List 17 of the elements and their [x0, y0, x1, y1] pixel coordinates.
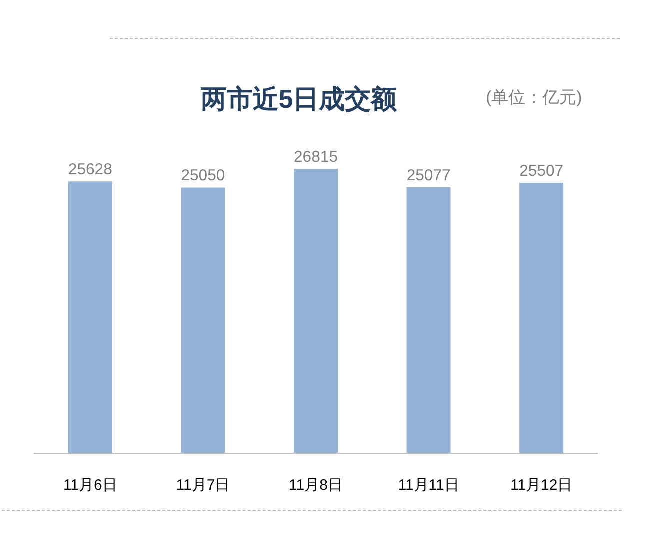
x-tick-label: 11月7日 [176, 477, 230, 494]
data-label: 25628 [68, 162, 113, 179]
x-tick-label: 11月6日 [63, 477, 118, 494]
data-label: 25507 [520, 162, 564, 180]
data-label: 25050 [181, 168, 226, 185]
bar [294, 169, 338, 453]
data-label: 26815 [294, 148, 338, 166]
bar [68, 182, 112, 453]
text: (单位：亿元) [486, 88, 582, 107]
chart-title: 两市近5日成交额 [200, 84, 398, 114]
bar [406, 188, 451, 453]
x-tick-label: 11月12日 [510, 477, 573, 494]
x-tick-label: 11月11日 [398, 477, 460, 494]
bar [520, 182, 564, 453]
x-tick-label: 11月8日 [289, 477, 343, 494]
data-label: 25077 [406, 167, 451, 184]
bar [181, 188, 226, 453]
